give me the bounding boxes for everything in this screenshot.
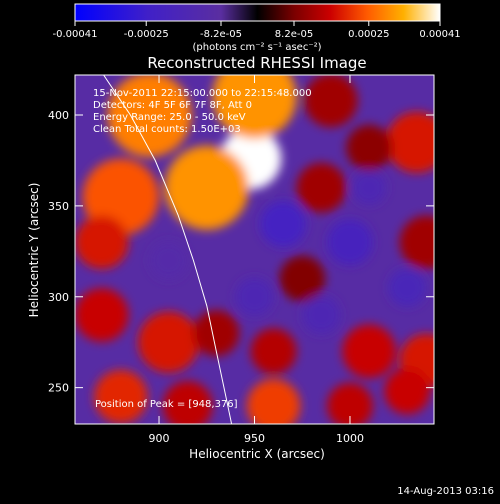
emission-blob: [149, 241, 188, 280]
annotation-energy: Energy Range: 25.0 - 50.0 keV: [93, 112, 246, 123]
emission-blob: [302, 295, 341, 335]
colorbar-tick-label: 0.00025: [348, 29, 389, 40]
y-tick-label: 250: [48, 382, 69, 395]
annotation-time: 15-Nov-2011 22:15:00.000 to 22:15:48.000: [93, 88, 312, 99]
y-axis-ticks: 250 300 350 400: [48, 109, 434, 395]
colorbar-ticks: -0.00041 -0.00025 -8.2e-05 8.2e-05 0.00025 0.…: [53, 21, 461, 40]
emission-blob: [75, 288, 129, 342]
emission-blob: [296, 162, 347, 213]
image-area: [75, 75, 434, 424]
footer-timestamp: 14-Aug-2013 03:16: [397, 486, 494, 497]
emission-blob: [107, 75, 192, 157]
emission-blob: [351, 170, 387, 205]
solar-limb-curve: [103, 75, 233, 424]
emission-blob: [162, 381, 213, 424]
x-axis-ticks: 900 950 1000: [149, 75, 364, 445]
emission-blob: [164, 145, 249, 230]
emission-blob: [386, 111, 434, 173]
emission-blob: [342, 324, 396, 379]
emission-blob: [279, 255, 326, 302]
y-axis-label: Heliocentric Y (arcsec): [27, 183, 41, 318]
emission-blob: [388, 268, 427, 307]
colorbar-tick-label: -8.2e-05: [200, 29, 242, 40]
emission-blob: [327, 382, 373, 424]
colorbar-tick-label: 8.2e-05: [275, 29, 313, 40]
annotation-clean: Clean Total counts: 1.50E+03: [93, 124, 241, 135]
emission-blob: [75, 215, 129, 269]
emission-blob: [399, 215, 434, 269]
emission-blob: [384, 368, 431, 415]
emission-blobs: [75, 75, 434, 424]
colorbar-label: (photons cm⁻² s⁻¹ asec⁻²): [192, 42, 321, 53]
colorbar-tick-label: -0.00025: [124, 29, 169, 40]
colorbar-tick-label: -0.00041: [53, 29, 98, 40]
colorbar-tick-label: 0.00041: [419, 29, 460, 40]
emission-blob: [94, 370, 148, 424]
emission-blob: [193, 310, 240, 357]
x-tick-label: 1000: [336, 432, 364, 445]
emission-blob: [346, 124, 392, 171]
x-tick-label: 900: [149, 432, 170, 445]
x-tick-label: 950: [244, 432, 265, 445]
annotation-peak: Position of Peak = [948,376]: [95, 399, 238, 410]
x-axis-label: Heliocentric X (arcsec): [189, 447, 325, 461]
emission-blob: [327, 219, 373, 266]
y-tick-label: 400: [48, 109, 69, 122]
emission-blob: [138, 311, 200, 373]
y-tick-label: 350: [48, 200, 69, 213]
emission-blob: [235, 277, 274, 316]
y-tick-label: 300: [48, 291, 69, 304]
colorbar: [74, 3, 441, 22]
emission-blob: [250, 328, 297, 375]
emission-blob: [246, 379, 301, 424]
chart-title: Reconstructed RHESSI Image: [147, 54, 366, 72]
emission-blob: [260, 201, 307, 247]
annotation-detectors: Detectors: 4F 5F 6F 7F 8F, Att 0: [93, 100, 252, 111]
emission-blob: [212, 75, 297, 139]
emission-blob: [304, 75, 358, 128]
